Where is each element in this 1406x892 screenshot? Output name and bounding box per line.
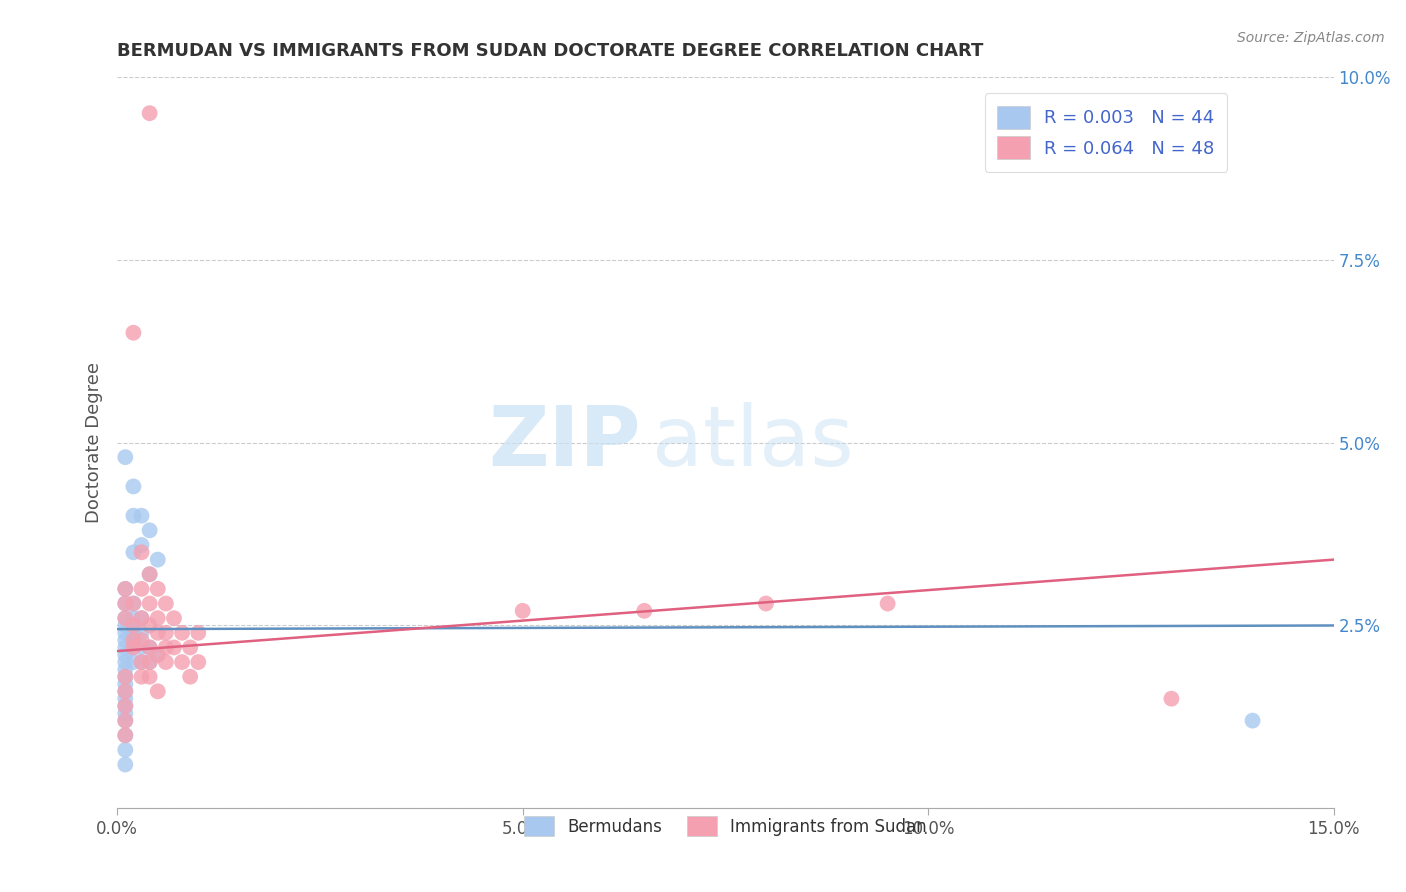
Point [114,618,136,632]
Point [755,597,778,611]
Point [114,714,136,728]
Point [114,662,136,676]
Point [131,611,153,625]
Point [138,567,160,582]
Point [122,545,145,559]
Point [146,611,169,625]
Point [179,670,201,684]
Point [138,524,160,538]
Point [114,677,136,691]
Point [155,625,177,640]
Point [122,655,145,669]
Point [114,640,136,655]
Point [146,648,169,662]
Point [114,611,136,625]
Point [114,728,136,742]
Point [138,618,160,632]
Point [138,655,160,669]
Point [122,508,145,523]
Point [131,538,153,552]
Point [114,714,136,728]
Point [170,655,193,669]
Point [131,625,153,640]
Point [114,670,136,684]
Point [146,625,169,640]
Point [170,625,193,640]
Point [122,640,145,655]
Text: ZIP: ZIP [488,402,640,483]
Point [146,648,169,662]
Point [633,604,655,618]
Point [138,670,160,684]
Point [163,611,186,625]
Text: atlas: atlas [652,402,855,483]
Point [122,479,145,493]
Point [131,670,153,684]
Point [155,597,177,611]
Point [114,648,136,662]
Point [114,450,136,465]
Point [1160,691,1182,706]
Point [122,618,145,632]
Point [114,633,136,648]
Point [122,633,145,648]
Point [138,567,160,582]
Point [131,508,153,523]
Point [114,743,136,757]
Point [122,618,145,632]
Point [138,655,160,669]
Text: Source: ZipAtlas.com: Source: ZipAtlas.com [1237,31,1385,45]
Point [114,684,136,698]
Point [131,655,153,669]
Point [155,640,177,655]
Point [114,684,136,698]
Point [155,655,177,669]
Point [876,597,898,611]
Point [114,706,136,721]
Point [138,640,160,655]
Point [122,611,145,625]
Point [146,684,169,698]
Point [122,597,145,611]
Point [114,582,136,596]
Point [114,698,136,713]
Point [187,625,209,640]
Point [512,604,534,618]
Point [131,633,153,648]
Point [122,640,145,655]
Legend: Bermudans, Immigrants from Sudan: Bermudans, Immigrants from Sudan [516,808,935,844]
Point [122,597,145,611]
Y-axis label: Doctorate Degree: Doctorate Degree [86,362,103,523]
Point [114,691,136,706]
Point [179,640,201,655]
Point [122,633,145,648]
Point [187,655,209,669]
Point [131,611,153,625]
Point [163,640,186,655]
Point [131,640,153,655]
Point [114,698,136,713]
Point [122,625,145,640]
Point [146,552,169,566]
Point [131,545,153,559]
Text: BERMUDAN VS IMMIGRANTS FROM SUDAN DOCTORATE DEGREE CORRELATION CHART: BERMUDAN VS IMMIGRANTS FROM SUDAN DOCTOR… [117,42,984,60]
Point [114,611,136,625]
Point [114,597,136,611]
Point [114,728,136,742]
Point [138,640,160,655]
Point [114,597,136,611]
Point [138,597,160,611]
Point [114,757,136,772]
Point [131,655,153,669]
Point [114,655,136,669]
Point [138,106,160,120]
Point [131,582,153,596]
Point [1241,714,1264,728]
Point [114,670,136,684]
Point [114,625,136,640]
Point [146,582,169,596]
Point [114,582,136,596]
Point [122,326,145,340]
